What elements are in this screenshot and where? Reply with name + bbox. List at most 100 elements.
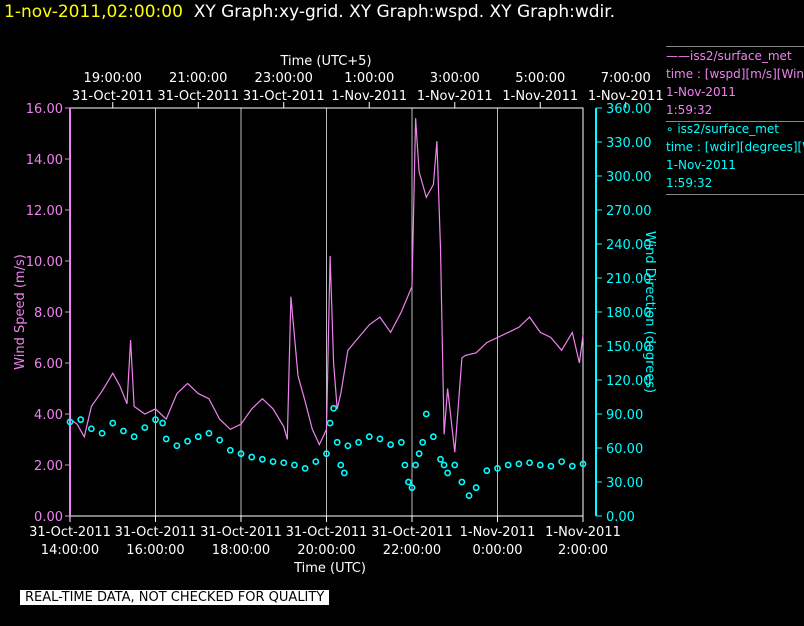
wind-direction-point: [440, 461, 448, 469]
left-axis-ticks: 0.00 2.00 4.00 6.00 8.00 10.00 12.00 14.00 16.00: [26, 102, 70, 525]
wind-direction-point: [173, 442, 181, 450]
top-tick-date: 31-Oct-2011: [157, 89, 239, 104]
top-tick-date: 1-Nov-2011: [331, 89, 407, 104]
timestamp: 1-nov-2011,02:00:00: [4, 2, 183, 22]
left-tick-label: 10.00: [26, 255, 63, 270]
right-tick-label: 0.00: [606, 510, 635, 525]
wind-direction-point: [472, 484, 480, 492]
wind-direction-point: [269, 458, 277, 465]
wind-direction-point: [152, 416, 159, 424]
right-tick-label: 210.00: [606, 272, 652, 287]
wind-direction-point: [365, 433, 373, 441]
wind-direction-point: [333, 438, 341, 446]
bottom-tick-date: 1-Nov-2011: [545, 525, 621, 540]
top-tick-time: 7:00:00: [601, 71, 651, 86]
wind-direction-point: [280, 459, 288, 467]
wind-direction-point: [184, 437, 191, 445]
wind-direction-point: [226, 446, 234, 454]
wind-direction-point: [387, 441, 395, 448]
wind-direction-point: [344, 442, 352, 450]
wind-direction-point: [337, 461, 345, 469]
right-tick-label: 120.00: [606, 374, 652, 389]
left-tick-label: 2.00: [34, 459, 63, 474]
top-tick-date: 1-Nov-2011: [502, 89, 578, 104]
bottom-tick-date: 31-Oct-2011: [286, 525, 368, 540]
top-tick-time: 3:00:00: [430, 71, 480, 86]
quality-disclaimer: REAL-TIME DATA, NOT CHECKED FOR QUALITY: [20, 590, 330, 605]
page-title: 1-nov-2011,02:00:00 XY Graph:xy-grid. XY…: [4, 2, 615, 22]
wind-direction-point: [141, 424, 149, 431]
right-tick-label: 300.00: [606, 170, 652, 185]
wind-direction-point: [98, 429, 106, 437]
legend-wspd-time: 1:59:32: [666, 103, 713, 117]
wind-direction-point: [504, 461, 512, 469]
right-tick-label: 150.00: [606, 340, 652, 355]
wind-direction-point: [237, 450, 245, 458]
legend-wspd: ——iss2/surface_met time : [wspd][m/s][Wi…: [666, 46, 804, 122]
wind-direction-point: [66, 418, 74, 426]
wind-direction-point: [444, 469, 452, 477]
wind-direction-point: [458, 478, 466, 486]
legend-wspd-source: ——iss2/surface_met: [666, 49, 792, 63]
top-axis-ticks: 19:00:00 31-Oct-2011 21:00:00 31-Oct-2011 23…: [72, 71, 664, 108]
wind-direction-point: [465, 492, 473, 499]
bottom-tick-time: 16:00:00: [126, 543, 184, 558]
wind-direction-point: [437, 455, 444, 463]
top-tick-date: 1-Nov-2011: [417, 89, 493, 104]
wind-direction-point: [579, 460, 587, 468]
bottom-tick-date: 31-Oct-2011: [115, 525, 197, 540]
bottom-tick-time: 18:00:00: [212, 543, 270, 558]
wind-direction-point: [248, 453, 256, 461]
top-tick-time: 23:00:00: [255, 71, 313, 86]
left-tick-label: 14.00: [26, 153, 63, 168]
left-tick-label: 16.00: [26, 102, 63, 117]
top-axis-label: Time (UTC+5): [279, 54, 371, 69]
wind-direction-point: [162, 435, 170, 443]
wind-direction-point: [130, 433, 138, 441]
bottom-tick-time: 22:00:00: [383, 543, 441, 558]
wind-direction-point: [401, 461, 409, 469]
wind-direction-point: [547, 462, 555, 470]
top-tick-time: 1:00:00: [344, 71, 394, 86]
wind-direction-point: [451, 461, 459, 469]
top-tick-date: 31-Oct-2011: [243, 89, 325, 104]
wind-direction-point: [415, 450, 423, 458]
wind-direction-point: [397, 438, 405, 446]
legend-wdir: ∘ iss2/surface_met time : [wdir][degrees…: [666, 120, 804, 195]
wind-direction-point: [419, 438, 427, 446]
right-tick-label: 330.00: [606, 136, 652, 151]
wind-direction-point: [205, 429, 213, 437]
wind-direction-point: [258, 455, 266, 463]
bottom-axis-label: Time (UTC): [293, 561, 366, 576]
wind-direction-point: [340, 469, 348, 477]
wind-direction-point: [422, 410, 430, 418]
top-tick-date: 31-Oct-2011: [72, 89, 154, 104]
left-tick-label: 12.00: [26, 204, 63, 219]
right-tick-label: 60.00: [606, 442, 643, 457]
bottom-tick-date: 31-Oct-2011: [29, 525, 111, 540]
legend-wdir-time: 1:59:32: [666, 176, 713, 190]
wind-direction-point: [558, 458, 566, 465]
wind-direction-point: [301, 464, 309, 472]
wind-direction-point: [568, 462, 576, 470]
right-axis-label: Wind Direction (degrees): [642, 231, 657, 393]
right-tick-label: 180.00: [606, 306, 652, 321]
wind-direction-point: [536, 461, 544, 469]
bottom-tick-date: 31-Oct-2011: [371, 525, 453, 540]
top-tick-time: 19:00:00: [84, 71, 142, 86]
wind-direction-point: [194, 433, 202, 441]
right-tick-label: 90.00: [606, 408, 643, 423]
wind-direction-point: [109, 419, 117, 427]
bottom-tick-time: 2:00:00: [558, 543, 608, 558]
top-tick-time: 21:00:00: [169, 71, 227, 86]
wind-direction-point: [323, 450, 330, 458]
right-tick-label: 360.00: [606, 102, 652, 117]
series-layer: [66, 118, 587, 499]
bottom-tick-time: 20:00:00: [297, 543, 355, 558]
wind-direction-point: [312, 458, 320, 465]
wind-direction-point: [494, 464, 501, 472]
legend-wdir-variable: time : [wdir][degrees][W: [666, 140, 804, 154]
wind-direction-point: [429, 433, 437, 441]
bottom-axis-ticks: 31-Oct-2011 14:00:00 31-Oct-2011 16:00:00 31…: [29, 516, 621, 558]
